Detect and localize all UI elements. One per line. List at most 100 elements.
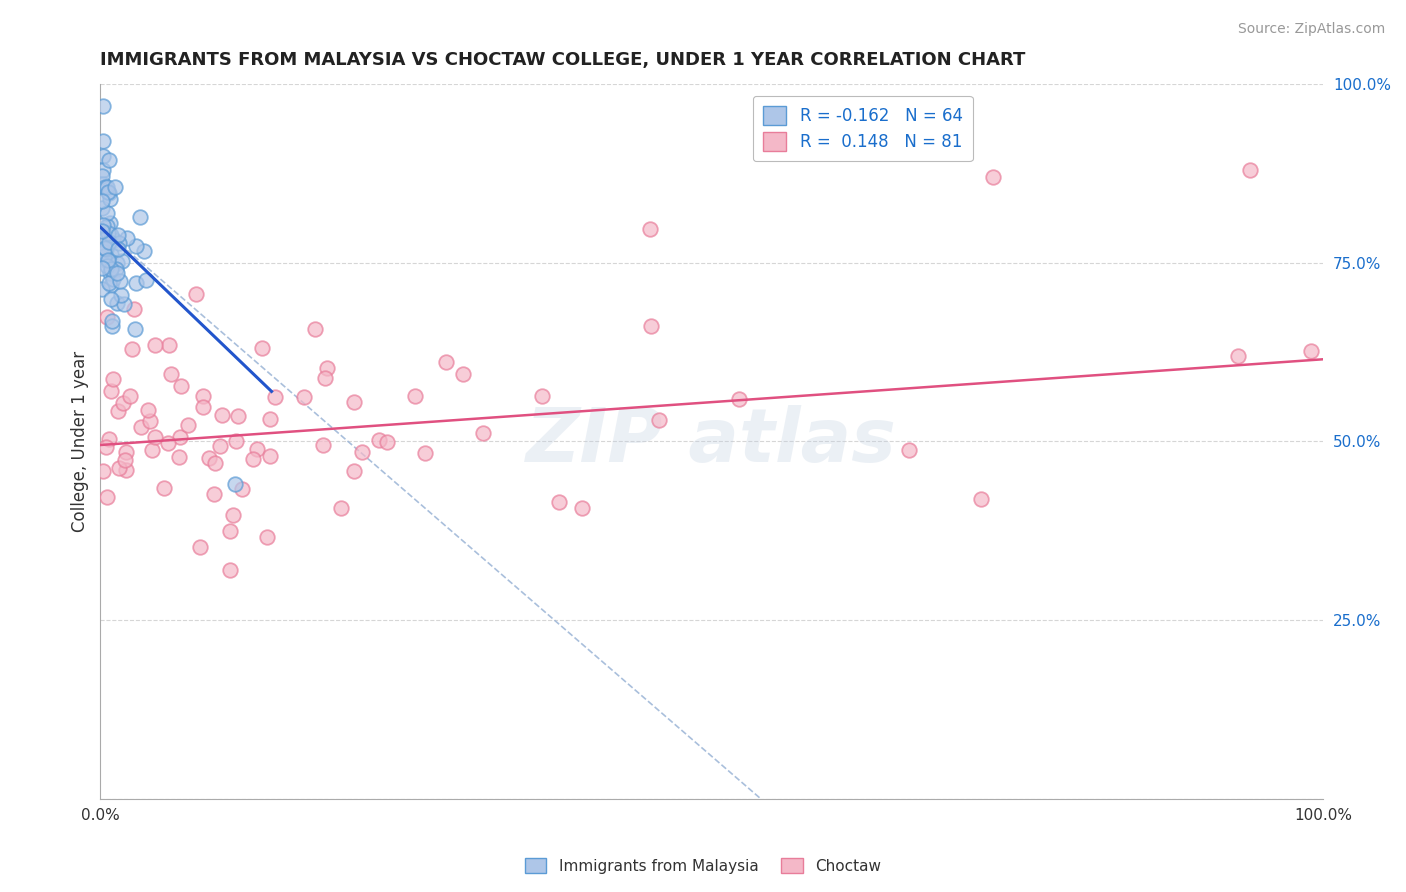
Point [100,293,122,307]
Point [259,412,281,426]
Point [91,162,114,177]
Point [90,194,112,208]
Point [107,243,129,257]
Point [97,235,120,250]
Point [128,210,150,224]
Point [141,442,163,457]
Point [100,227,122,242]
Point [114,453,136,467]
Point [108,235,131,250]
Legend: R = -0.162   N = 64, R =  0.148   N = 81: R = -0.162 N = 64, R = 0.148 N = 81 [752,96,973,161]
Point [121,342,143,356]
Point [94,179,117,194]
Point [184,286,207,301]
Point [98,432,121,446]
Point [100,261,122,276]
Point [157,338,180,352]
Point [90,260,112,275]
Point [100,319,122,334]
Point [124,321,146,335]
Point [98,266,121,280]
Point [231,482,253,496]
Point [211,408,233,422]
Point [103,233,125,247]
Point [91,148,114,162]
Point [246,442,269,456]
Point [571,501,593,516]
Point [224,477,246,491]
Point [226,409,249,423]
Point [98,216,121,230]
Point [98,192,121,206]
Point [96,252,118,267]
Point [111,253,134,268]
Point [471,425,494,440]
Point [170,378,193,392]
Point [96,259,118,273]
Point [640,319,662,334]
Point [191,400,214,414]
Point [97,252,120,267]
Point [96,219,118,233]
Point [90,244,112,258]
Point [105,296,128,310]
Point [191,389,214,403]
Point [96,310,118,325]
Point [204,457,226,471]
Point [107,227,129,242]
Point [101,272,124,286]
Y-axis label: College, Under 1 year: College, Under 1 year [72,351,89,532]
Point [375,435,398,450]
Point [367,433,389,447]
Point [728,392,751,406]
Point [100,384,122,399]
Point [122,301,145,316]
Point [90,169,112,183]
Point [104,179,127,194]
Point [107,461,129,475]
Point [531,389,554,403]
Legend: Immigrants from Malaysia, Choctaw: Immigrants from Malaysia, Choctaw [519,852,887,880]
Point [451,367,474,381]
Point [96,206,118,220]
Point [94,241,117,255]
Point [188,540,211,554]
Point [93,245,115,260]
Point [112,296,135,310]
Point [100,247,122,261]
Point [97,186,120,200]
Point [316,360,339,375]
Point [897,442,920,457]
Point [93,249,115,263]
Text: IMMIGRANTS FROM MALAYSIA VS CHOCTAW COLLEGE, UNDER 1 YEAR CORRELATION CHART: IMMIGRANTS FROM MALAYSIA VS CHOCTAW COLL… [100,51,1026,69]
Point [143,430,166,444]
Point [219,563,242,577]
Point [90,282,112,296]
Point [93,233,115,247]
Point [98,153,121,168]
Point [97,226,120,240]
Point [115,445,138,459]
Point [981,169,1004,184]
Point [152,481,174,495]
Point [98,186,121,200]
Point [94,440,117,454]
Point [1239,162,1261,177]
Point [304,322,326,336]
Point [98,277,121,291]
Point [242,451,264,466]
Point [91,177,114,191]
Point [96,491,118,505]
Point [107,404,129,418]
Point [312,438,335,452]
Point [120,388,142,402]
Point [111,396,134,410]
Point [160,368,183,382]
Point [1299,343,1322,358]
Point [970,491,993,506]
Point [96,180,118,194]
Point [250,341,273,355]
Point [209,439,232,453]
Text: ZIP atlas: ZIP atlas [526,405,897,478]
Point [91,98,114,112]
